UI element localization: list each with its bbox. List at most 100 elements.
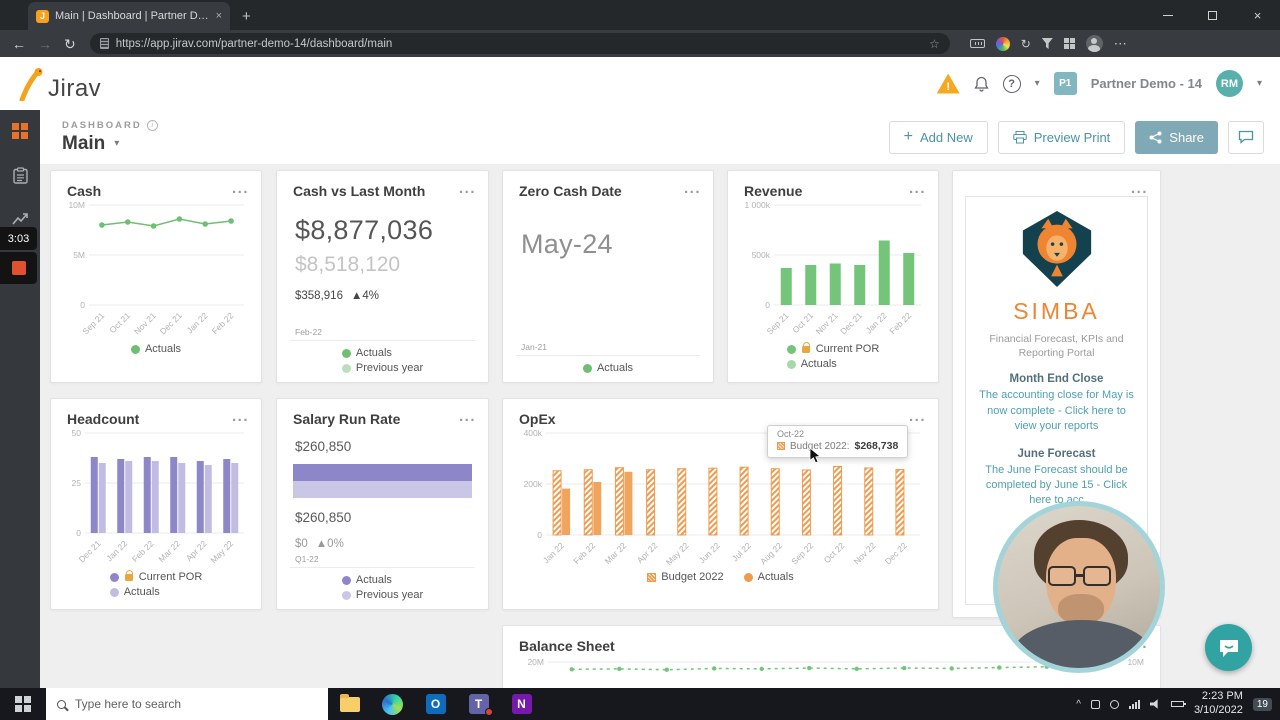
svg-text:Jan 22: Jan 22 [541,540,566,565]
card-menu-icon[interactable]: ... [458,408,476,425]
sync-icon[interactable]: ↻ [1020,36,1031,51]
taskbar-teams[interactable]: T [457,688,500,720]
page-title: Main [62,132,106,154]
minimize-button[interactable] [1145,0,1190,30]
taskbar-edge[interactable] [371,688,414,720]
recording-timer: 3:03 [0,227,37,250]
bell-icon[interactable] [974,76,989,92]
start-button[interactable] [0,688,46,720]
simba-section-title: June Forecast [1017,447,1096,460]
filter-icon[interactable] [1041,38,1053,49]
revenue-bar-chart[interactable]: 0 500k 1 000k Sep 21 Oct 21 Nov 21 Dec 21 Jan 2… [740,199,926,339]
svg-text:Jan 22: Jan 22 [185,310,210,335]
extension-wheel-icon[interactable] [995,36,1010,51]
simba-section-text: The June Forecast should be completed by… [975,463,1138,509]
webcam-overlay [993,501,1165,673]
simba-text: The accounting close for May is now comp… [979,389,1134,417]
taskbar-onenote[interactable]: N [500,688,543,720]
simba-content: SIMBA Financial Forecast, KPIs and Repor… [965,196,1148,605]
preview-print-button[interactable]: Preview Print [997,120,1126,154]
simba-link[interactable]: Click here to view your reports [1014,404,1126,433]
workspace-name[interactable]: Partner Demo - 14 [1090,76,1202,91]
network-icon[interactable] [1128,699,1140,709]
taskbar-file-explorer[interactable] [328,688,371,720]
url-text[interactable]: https://app.jirav.com/partner-demo-14/da… [115,37,393,50]
help-icon[interactable]: ? [1002,74,1021,93]
svg-text:0: 0 [76,528,81,538]
period-label: Feb-22 [295,327,322,337]
extensions-grid-icon[interactable] [1063,38,1075,49]
taskbar-clock[interactable]: 2:23 PM 3/10/2022 [1194,690,1243,718]
keyboard-icon[interactable] [969,39,985,48]
stop-recording-button[interactable] [0,252,37,284]
sidebar-item-plans[interactable] [11,212,29,231]
tray-app-icon[interactable] [1090,699,1100,709]
new-tab-button[interactable]: + [242,8,251,25]
svg-text:Oct 21: Oct 21 [107,310,132,335]
card-menu-icon[interactable]: ... [231,408,249,425]
card-opex: OpEx ... 0 200k 400k Jan 22 Feb 22 Mar 22 Apr … [502,398,939,610]
svg-text:Feb 22: Feb 22 [210,310,236,336]
tab-close-icon[interactable]: × [215,9,222,22]
browser-tab[interactable]: J Main | Dashboard | Partner Dem × [28,2,230,30]
presenter-glasses [1048,566,1111,586]
salary-bar-chart[interactable] [293,464,472,498]
close-button[interactable]: × [1253,7,1262,23]
forward-icon[interactable]: → [38,35,52,52]
card-menu-icon[interactable]: ... [231,180,249,197]
presenter-face [1046,538,1116,626]
card-menu-icon[interactable]: ... [1130,180,1148,197]
share-button[interactable]: Share [1135,120,1218,154]
headcount-bar-chart[interactable]: 0 25 50 Dec 21 Jan 22 Feb 22 Mar 22 Apr 22 May 2… [63,427,249,567]
legend-marker-icon [786,344,796,354]
battery-icon[interactable] [1170,701,1186,707]
taskbar-outlook[interactable]: O [414,688,457,720]
add-new-button[interactable]: + Add New [888,120,988,154]
comments-button[interactable] [1228,120,1264,154]
reports-clipboard-icon [12,167,28,184]
document-icon[interactable] [99,38,109,49]
maximize-button[interactable] [1190,0,1235,30]
card-menu-icon[interactable]: ... [908,408,926,425]
bookmark-star-icon[interactable]: ☆ [928,36,940,51]
sidebar-item-reports[interactable] [12,167,28,189]
info-icon[interactable]: i [146,119,158,131]
card-title: Salary Run Rate [293,411,401,427]
account-chevron-icon[interactable]: ▾ [1256,78,1262,89]
period-label: Q1-22 [295,554,319,564]
chat-widget-button[interactable] [1205,624,1252,671]
chevron-down-icon[interactable]: ▾ [1034,78,1040,89]
sidebar-item-dashboards[interactable] [12,123,28,144]
workspace-badge[interactable]: P1 [1053,72,1077,95]
svg-text:May 22: May 22 [664,540,691,567]
simba-text: The June Forecast should be completed by… [985,463,1128,491]
url-bar[interactable]: https://app.jirav.com/partner-demo-14/da… [89,33,950,54]
card-title: Cash [67,183,102,199]
taskbar-search[interactable]: Type here to search [46,688,328,720]
user-avatar[interactable]: RM [1215,70,1243,97]
cash-line-chart[interactable]: 0 5M 10M Sep 21 Oct 21 Nov 21 Dec 21 Jan 22 Feb … [63,199,249,339]
search-icon [57,699,66,709]
card-menu-icon[interactable]: ... [458,180,476,197]
delta-amount: $358,916 [295,290,343,302]
tray-expand-icon[interactable]: ^ [1076,698,1081,710]
svg-text:Nov 21: Nov 21 [132,310,158,336]
profile-icon[interactable] [1085,35,1103,52]
refresh-icon[interactable]: ↻ [64,35,76,52]
svg-text:Feb 22: Feb 22 [130,538,156,564]
menu-ellipsis-icon[interactable]: ⋯ [1113,35,1128,51]
kpi-previous-value: $8,518,120 [295,253,401,276]
notification-count-badge[interactable]: 19 [1252,697,1272,711]
card-menu-icon[interactable]: ... [908,180,926,197]
tray-app-icon[interactable] [1109,699,1119,709]
jirav-logo[interactable]: Jirav [18,67,101,101]
svg-text:0: 0 [765,300,770,310]
alert-triangle-icon[interactable]: ! [936,73,960,94]
card-title: Cash vs Last Month [293,183,426,199]
dashboard-select-chevron-icon[interactable]: ▾ [114,138,120,149]
svg-text:Jan 22: Jan 22 [864,310,889,335]
card-menu-icon[interactable]: ... [683,180,701,197]
back-icon[interactable]: ← [12,35,26,52]
opex-bar-chart[interactable]: 0 200k 400k Jan 22 Feb 22 Mar 22 Apr 22 May 22 J… [516,427,925,569]
volume-icon[interactable] [1149,699,1158,709]
